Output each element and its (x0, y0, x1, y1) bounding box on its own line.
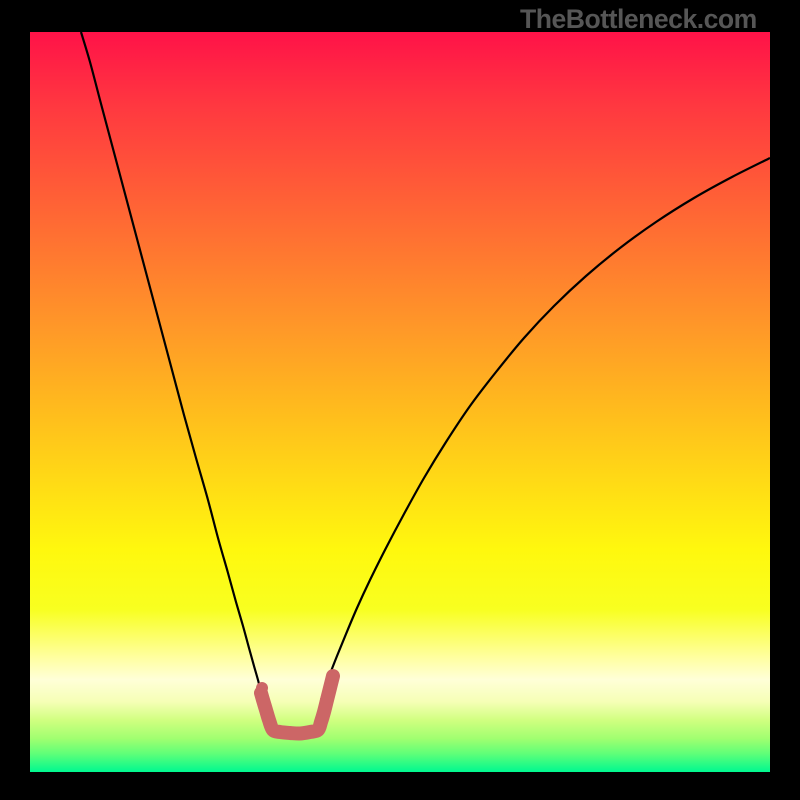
watermark-text: TheBottleneck.com (520, 4, 757, 35)
chart-container: TheBottleneck.com (0, 0, 800, 800)
bottom-dot-marker (256, 682, 268, 694)
plot-svg (0, 0, 800, 800)
gradient-background (30, 32, 770, 772)
